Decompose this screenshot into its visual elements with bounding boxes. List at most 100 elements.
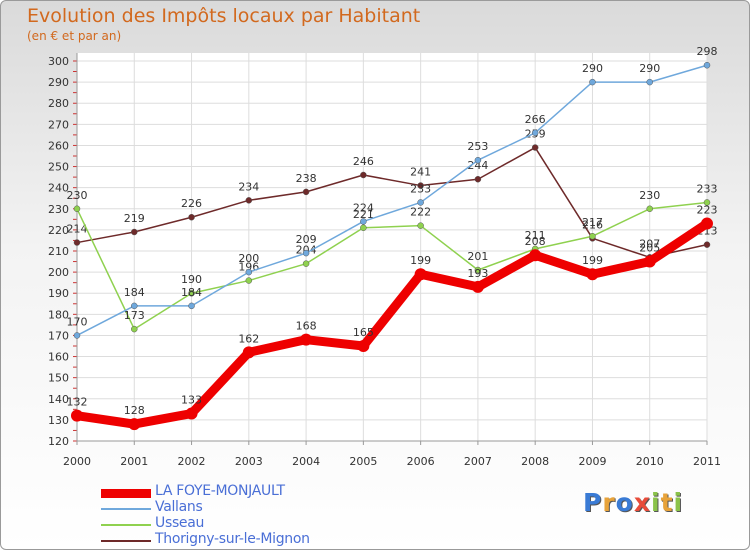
data-point	[245, 268, 253, 276]
data-point	[417, 182, 424, 189]
legend-label: LA FOYE-MONJAULT	[155, 483, 285, 499]
data-point	[643, 255, 656, 268]
series-line	[76, 201, 708, 330]
series-la-foye-monjault: 132 128 133 162 168 165 199 193 208 199 205 223	[67, 204, 718, 431]
data-point	[589, 78, 596, 86]
data-point	[474, 156, 482, 164]
y-tick-label: 140	[48, 393, 69, 406]
data-label: 223	[697, 204, 718, 217]
data-label: 199	[582, 254, 603, 267]
legend-swatch	[101, 508, 151, 510]
legend-swatch	[101, 540, 151, 542]
y-tick-label: 230	[48, 203, 69, 216]
brand-logo: Proxiti	[583, 488, 683, 517]
data-label: 226	[181, 197, 202, 210]
series-line	[72, 219, 712, 429]
chart-subtitle: (en € et par an)	[27, 29, 122, 43]
data-point	[131, 302, 138, 310]
data-label: 211	[525, 229, 546, 242]
data-label: 208	[525, 235, 546, 248]
data-label: 184	[124, 286, 145, 299]
x-tick-label: 2006	[407, 455, 435, 468]
brand-letter: i	[651, 488, 661, 517]
y-tick-label: 270	[48, 118, 69, 131]
y-tick-label: 300	[48, 55, 69, 68]
data-point	[474, 266, 482, 274]
data-label: 190	[181, 273, 202, 286]
data-point	[131, 228, 138, 236]
x-tick-label: 2007	[464, 455, 492, 468]
data-point	[703, 199, 711, 206]
y-tick-label: 210	[48, 245, 69, 258]
y-tick-label: 190	[48, 287, 69, 300]
data-point	[71, 409, 83, 422]
data-label: 205	[639, 242, 660, 255]
series-line	[76, 64, 708, 337]
data-point	[188, 213, 195, 221]
data-point	[586, 268, 599, 281]
data-point	[646, 205, 653, 213]
data-label: 222	[410, 206, 431, 219]
data-point	[302, 260, 310, 267]
x-tick-label: 2008	[521, 455, 549, 468]
data-label: 266	[525, 113, 546, 126]
data-label: 165	[353, 326, 374, 339]
data-label: 253	[467, 140, 488, 153]
legend-label: Thorigny-sur-le-Mignon	[155, 531, 310, 547]
legend-swatch	[101, 524, 151, 526]
data-label: 209	[296, 233, 317, 246]
y-tick-label: 150	[48, 372, 69, 385]
data-point	[131, 325, 138, 333]
data-point	[417, 222, 424, 229]
legend-label: Vallans	[155, 499, 203, 515]
brand-letter: i	[673, 488, 684, 517]
data-point	[414, 268, 427, 281]
x-tick-label: 2005	[349, 455, 377, 468]
data-label: 173	[124, 309, 145, 322]
data-point	[242, 346, 255, 359]
data-label: 230	[67, 189, 88, 202]
data-label: 234	[238, 180, 259, 193]
data-point	[360, 218, 367, 225]
data-point	[300, 333, 313, 346]
x-tick-label: 2004	[292, 455, 320, 468]
data-label: 290	[639, 62, 660, 75]
data-label: 132	[67, 396, 88, 409]
data-label: 216	[582, 218, 603, 231]
data-label: 238	[296, 172, 317, 185]
data-point	[302, 188, 310, 196]
y-tick-label: 250	[48, 161, 69, 174]
data-label: 244	[467, 159, 488, 172]
chart-title: Evolution des Impôts locaux par Habitant	[27, 5, 421, 27]
data-point	[703, 241, 711, 248]
series-usseau: 230173190196204221222201211217230233	[67, 182, 718, 333]
data-point	[128, 418, 141, 431]
y-tick-label: 280	[48, 97, 69, 110]
data-label: 168	[296, 320, 317, 333]
data-point	[360, 224, 367, 232]
brand-letter: x	[633, 488, 651, 517]
data-point	[73, 239, 81, 246]
data-label: 241	[410, 166, 431, 179]
data-label: 224	[353, 201, 374, 214]
brand-letter: t	[660, 488, 674, 517]
brand-letter: r	[602, 488, 616, 517]
y-tick-label: 200	[48, 266, 69, 279]
data-point	[302, 249, 310, 257]
plot-area	[77, 53, 707, 441]
data-label: 128	[124, 404, 145, 417]
y-tick-label: 120	[48, 435, 69, 448]
y-tick-label: 160	[48, 351, 69, 364]
data-label: 207	[639, 237, 660, 250]
y-tick-label: 260	[48, 139, 69, 152]
data-point	[357, 340, 370, 352]
y-tick-label: 180	[48, 308, 69, 321]
data-point	[245, 197, 253, 204]
data-point	[360, 171, 367, 179]
data-point	[531, 129, 539, 137]
y-tick-label: 290	[48, 76, 69, 89]
data-label: 230	[639, 189, 660, 202]
data-label: 221	[353, 208, 374, 221]
data-point	[701, 217, 713, 230]
